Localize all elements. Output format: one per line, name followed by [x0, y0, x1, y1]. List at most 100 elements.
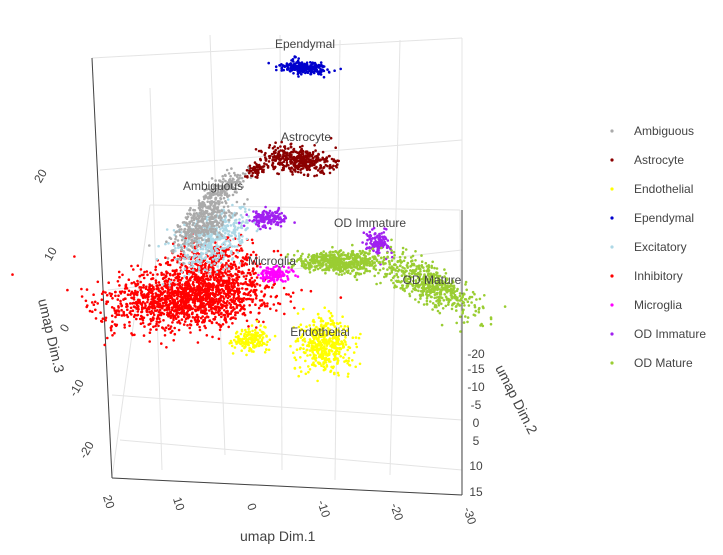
- data-point: [132, 268, 135, 271]
- cluster-points-od-mature[interactable]: [284, 243, 407, 282]
- points-layer[interactable]: [11, 55, 507, 383]
- data-point: [190, 260, 194, 264]
- data-point: [383, 275, 386, 279]
- data-point: [219, 276, 223, 280]
- data-point: [197, 270, 201, 273]
- data-point: [439, 296, 443, 299]
- data-point: [161, 283, 165, 286]
- cluster-points-od-immature[interactable]: [238, 205, 296, 231]
- data-point: [138, 274, 141, 278]
- data-point: [310, 65, 314, 69]
- data-point: [218, 225, 221, 229]
- data-point: [267, 146, 271, 149]
- data-point: [382, 262, 385, 266]
- data-point: [80, 287, 83, 291]
- data-point: [178, 322, 182, 325]
- data-point: [104, 318, 107, 322]
- data-point: [176, 273, 180, 277]
- data-point: [187, 294, 190, 297]
- data-point: [328, 166, 332, 170]
- data-point: [228, 290, 232, 294]
- data-point: [235, 212, 238, 215]
- data-point: [130, 264, 133, 268]
- data-point: [217, 238, 221, 241]
- data-point: [237, 288, 240, 292]
- data-point: [111, 334, 114, 337]
- data-point: [417, 289, 420, 293]
- data-point: [235, 267, 238, 271]
- data-point: [489, 317, 493, 321]
- data-point: [203, 287, 207, 290]
- data-point: [215, 270, 219, 274]
- data-point: [246, 297, 249, 301]
- data-point: [176, 293, 180, 296]
- data-point: [429, 291, 433, 295]
- data-point: [233, 213, 237, 217]
- data-point: [361, 257, 365, 260]
- cluster-points-ambiguous[interactable]: [188, 165, 254, 218]
- cluster-points-excitatory[interactable]: [155, 198, 260, 287]
- data-point: [235, 248, 238, 252]
- data-point: [212, 209, 215, 212]
- data-point: [286, 157, 290, 160]
- cluster-points-ambiguous[interactable]: [148, 187, 249, 265]
- data-point: [160, 342, 163, 345]
- data-point: [205, 251, 208, 254]
- data-point: [332, 266, 336, 270]
- data-point: [94, 317, 98, 320]
- data-point: [230, 288, 234, 292]
- data-point: [211, 228, 215, 231]
- data-point: [171, 313, 175, 316]
- data-point: [279, 225, 283, 228]
- data-point: [241, 216, 244, 219]
- data-point: [200, 251, 203, 255]
- data-point: [199, 306, 202, 310]
- data-point: [231, 193, 235, 197]
- data-point: [278, 153, 282, 157]
- data-point: [292, 168, 295, 171]
- data-point: [331, 245, 334, 249]
- data-point: [327, 154, 331, 158]
- data-point: [210, 253, 214, 257]
- data-point: [196, 323, 199, 326]
- data-point: [270, 222, 273, 226]
- data-point: [114, 294, 117, 298]
- data-point: [209, 243, 213, 246]
- data-point: [210, 202, 213, 206]
- data-point: [363, 252, 367, 255]
- data-point: [176, 300, 180, 303]
- data-point: [188, 212, 192, 215]
- data-point: [154, 279, 158, 282]
- cluster-points-ependymal[interactable]: [267, 55, 343, 79]
- data-point: [218, 309, 221, 312]
- data-point: [225, 279, 228, 283]
- data-point: [276, 172, 279, 175]
- data-point: [156, 302, 159, 306]
- data-point: [158, 308, 162, 312]
- data-point: [176, 315, 180, 319]
- data-point: [175, 286, 179, 290]
- data-point: [282, 166, 286, 170]
- data-point: [299, 164, 303, 168]
- data-point: [249, 166, 252, 170]
- data-point: [424, 261, 428, 265]
- data-point: [110, 314, 114, 318]
- data-point: [200, 215, 203, 218]
- data-point: [194, 291, 197, 295]
- data-point: [174, 235, 178, 238]
- data-point: [185, 224, 188, 227]
- data-point: [190, 238, 194, 242]
- data-point: [188, 290, 192, 293]
- data-point: [217, 291, 221, 294]
- data-point: [308, 271, 312, 274]
- data-point: [160, 271, 163, 275]
- data-point: [477, 308, 481, 311]
- data-point: [241, 306, 244, 309]
- data-point: [257, 306, 261, 310]
- data-point: [183, 274, 186, 278]
- data-point: [361, 241, 364, 244]
- data-point: [91, 310, 94, 314]
- data-point: [108, 292, 111, 295]
- data-point: [419, 297, 422, 300]
